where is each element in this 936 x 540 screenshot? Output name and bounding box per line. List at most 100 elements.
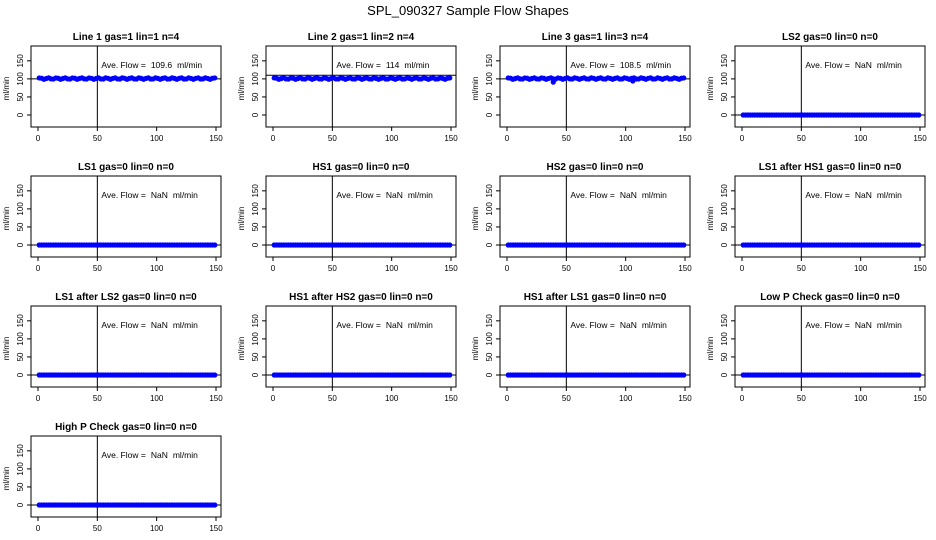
panel-grid: Line 1 gas=1 lin=1 n=4 0 50 100 150 0 50 100 150… (2, 32, 927, 533)
panel-11: HS1 after LS1 gas=0 lin=0 n=0 0 50 100 150 0 5… (471, 292, 692, 403)
plot-frame (734, 45, 926, 128)
panel-title: Line 2 gas=1 lin=2 n=4 (308, 32, 415, 43)
y-tick-label: 150 (485, 184, 494, 198)
x-tick-label: 150 (678, 134, 692, 143)
data-point (447, 75, 453, 81)
x-tick-label: 50 (93, 134, 102, 143)
panel-title: Line 1 gas=1 lin=1 n=4 (73, 32, 180, 43)
x-tick-label: 50 (562, 394, 571, 403)
x-tick-label: 150 (913, 264, 927, 273)
y-tick-label: 50 (720, 222, 729, 231)
x-tick-label: 0 (740, 134, 745, 143)
x-tick-label: 150 (913, 394, 927, 403)
x-tick-label: 50 (93, 524, 102, 533)
annotation-value: NaN (386, 320, 403, 330)
plot-frame (30, 435, 222, 518)
data-series (271, 242, 453, 248)
panel-title: LS2 gas=0 lin=0 n=0 (782, 32, 878, 43)
panel-title: LS1 gas=0 lin=0 n=0 (78, 162, 174, 173)
y-tick-label: 150 (16, 184, 25, 198)
annotation-unit: ml/min (408, 320, 433, 330)
y-axis-label: ml/min (2, 337, 11, 361)
annotation-value: NaN (151, 320, 168, 330)
x-tick-label: 150 (209, 394, 223, 403)
panel-title: HS1 gas=0 lin=0 n=0 (313, 162, 410, 173)
data-point (447, 372, 453, 378)
y-axis-label: ml/min (471, 77, 480, 101)
average-flow-annotation: Ave. Flow = 114 ml/min (336, 60, 429, 70)
x-tick-label: 100 (385, 134, 399, 143)
x-tick-label: 50 (797, 134, 806, 143)
data-point (916, 112, 922, 118)
plot-frame (30, 175, 222, 258)
annotation-prefix: Ave. Flow = (101, 60, 146, 70)
x-tick-label: 150 (678, 264, 692, 273)
x-tick-label: 100 (854, 264, 868, 273)
panel-7: HS2 gas=0 lin=0 n=0 0 50 100 150 0 50 100 150 ml/… (471, 162, 692, 273)
annotation-unit: ml/min (408, 190, 433, 200)
y-axis-label: ml/min (706, 77, 715, 101)
y-tick-label: 100 (16, 202, 25, 216)
y-tick-label: 50 (720, 92, 729, 101)
annotation-prefix: Ave. Flow = (101, 450, 146, 460)
x-tick-label: 0 (505, 134, 510, 143)
y-tick-label: 0 (251, 112, 260, 117)
data-point (212, 502, 218, 508)
x-tick-label: 50 (93, 264, 102, 273)
x-tick-label: 150 (209, 264, 223, 273)
data-series (505, 75, 687, 85)
annotation-value: 114 (386, 60, 400, 70)
x-tick-label: 0 (36, 394, 41, 403)
plot-frame (499, 175, 691, 258)
annotation-value: NaN (151, 190, 168, 200)
y-tick-label: 50 (251, 222, 260, 231)
x-tick-label: 100 (385, 264, 399, 273)
y-tick-label: 0 (485, 242, 494, 247)
y-tick-label: 100 (485, 72, 494, 86)
y-tick-label: 150 (251, 314, 260, 328)
panel-title: High P Check gas=0 lin=0 n=0 (55, 422, 197, 433)
data-series (36, 372, 218, 378)
panel-1: Line 1 gas=1 lin=1 n=4 0 50 100 150 0 50 100 150… (2, 32, 223, 143)
x-tick-label: 100 (854, 394, 868, 403)
y-tick-label: 0 (720, 112, 729, 117)
annotation-value: NaN (620, 190, 637, 200)
annotation-unit: ml/min (877, 60, 902, 70)
y-tick-label: 150 (720, 314, 729, 328)
average-flow-annotation: Ave. Flow = NaN ml/min (101, 190, 198, 200)
panel-title: LS1 after HS1 gas=0 lin=0 n=0 (759, 162, 902, 173)
y-tick-label: 0 (16, 112, 25, 117)
x-tick-label: 0 (271, 134, 276, 143)
x-tick-label: 100 (619, 264, 633, 273)
data-series (740, 112, 922, 118)
panel-4: LS2 gas=0 lin=0 n=0 0 50 100 150 0 50 100 150 ml/… (706, 32, 927, 143)
average-flow-annotation: Ave. Flow = NaN ml/min (805, 320, 902, 330)
data-point-outlier (550, 79, 556, 85)
plot-frame (265, 45, 457, 128)
y-tick-label: 50 (16, 222, 25, 231)
x-tick-label: 100 (150, 134, 164, 143)
data-point (916, 242, 922, 248)
annotation-unit: ml/min (642, 190, 667, 200)
x-tick-label: 100 (150, 264, 164, 273)
panel-title: HS1 after LS1 gas=0 lin=0 n=0 (524, 292, 667, 303)
data-series (505, 242, 687, 248)
annotation-prefix: Ave. Flow = (570, 190, 615, 200)
x-tick-label: 0 (505, 394, 510, 403)
data-point (212, 242, 218, 248)
plot-frame (734, 175, 926, 258)
data-point (212, 75, 218, 81)
average-flow-annotation: Ave. Flow = NaN ml/min (805, 60, 902, 70)
y-axis-label: ml/min (237, 337, 246, 361)
annotation-prefix: Ave. Flow = (805, 60, 850, 70)
average-flow-annotation: Ave. Flow = NaN ml/min (101, 450, 198, 460)
x-tick-label: 50 (328, 134, 337, 143)
annotation-unit: ml/min (173, 320, 198, 330)
average-flow-annotation: Ave. Flow = NaN ml/min (101, 320, 198, 330)
data-point (681, 75, 687, 81)
y-tick-label: 0 (16, 372, 25, 377)
data-point (447, 242, 453, 248)
data-series (271, 75, 453, 82)
y-tick-label: 50 (485, 352, 494, 361)
panel-8: LS1 after HS1 gas=0 lin=0 n=0 0 50 100 150 0 5… (706, 162, 927, 273)
